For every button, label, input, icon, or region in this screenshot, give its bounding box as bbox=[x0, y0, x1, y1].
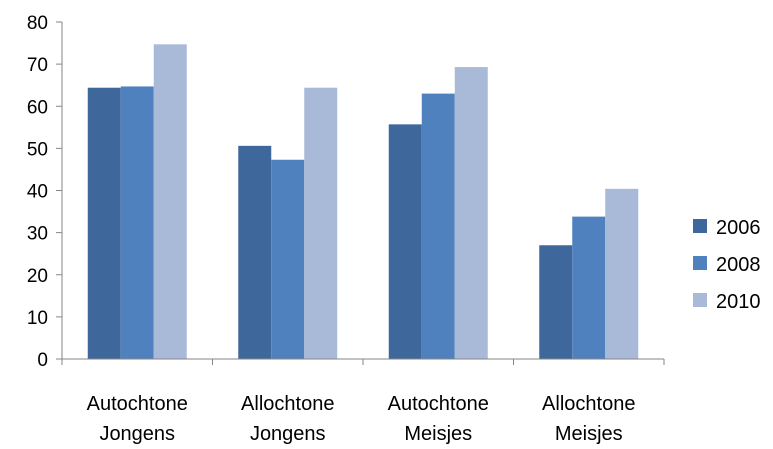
y-tick-label: 40 bbox=[27, 182, 48, 203]
y-tick-label: 20 bbox=[27, 266, 48, 287]
bar-2010-autochtone-meisjes bbox=[454, 67, 488, 359]
y-tick-label: 50 bbox=[27, 139, 48, 160]
x-category-label: Allochtone bbox=[241, 393, 334, 415]
legend-label-2006: 2006 bbox=[716, 217, 761, 239]
legend-swatch-2006 bbox=[693, 219, 707, 233]
x-category-label: Jongens bbox=[250, 423, 326, 445]
bar-2006-allochtone-jongens bbox=[238, 145, 272, 359]
bar-2008-allochtone-meisjes bbox=[572, 216, 606, 359]
y-tick-label: 0 bbox=[37, 350, 48, 371]
bar-2010-allochtone-meisjes bbox=[605, 188, 639, 359]
legend-label-2008: 2008 bbox=[716, 254, 761, 276]
y-tick-label: 60 bbox=[27, 97, 48, 118]
x-category-label: Autochtone bbox=[87, 393, 188, 415]
x-category-label: Jongens bbox=[99, 423, 175, 445]
x-category-label: Meisjes bbox=[555, 423, 623, 445]
y-tick-label: 80 bbox=[27, 13, 48, 34]
y-tick-label: 10 bbox=[27, 308, 48, 329]
bar-2010-autochtone-jongens bbox=[153, 44, 187, 360]
legend: 2006 2008 2010 bbox=[693, 217, 761, 313]
x-category-label: Allochtone bbox=[542, 393, 635, 415]
y-tick-label: 30 bbox=[27, 224, 48, 245]
bars bbox=[87, 44, 639, 360]
bar-2006-allochtone-meisjes bbox=[539, 245, 573, 359]
bar-2006-autochtone-jongens bbox=[87, 87, 121, 359]
x-category-label: Autochtone bbox=[388, 393, 489, 415]
y-tick-label: 70 bbox=[27, 55, 48, 76]
bar-2010-allochtone-jongens bbox=[304, 87, 338, 359]
bar-2008-autochtone-jongens bbox=[120, 86, 154, 360]
x-axis: Autochtone Jongens Allochtone Jongens Autoch… bbox=[61, 358, 665, 445]
legend-label-2010: 2010 bbox=[716, 291, 761, 313]
bar-2006-autochtone-meisjes bbox=[388, 124, 422, 360]
x-category-label: Meisjes bbox=[404, 423, 472, 445]
bar-2008-autochtone-meisjes bbox=[421, 93, 455, 360]
legend-swatch-2008 bbox=[693, 256, 707, 270]
bar-2008-allochtone-jongens bbox=[271, 159, 305, 359]
y-axis: 0 10 20 30 40 50 60 70 80 bbox=[27, 13, 63, 371]
legend-swatch-2010 bbox=[693, 293, 707, 307]
